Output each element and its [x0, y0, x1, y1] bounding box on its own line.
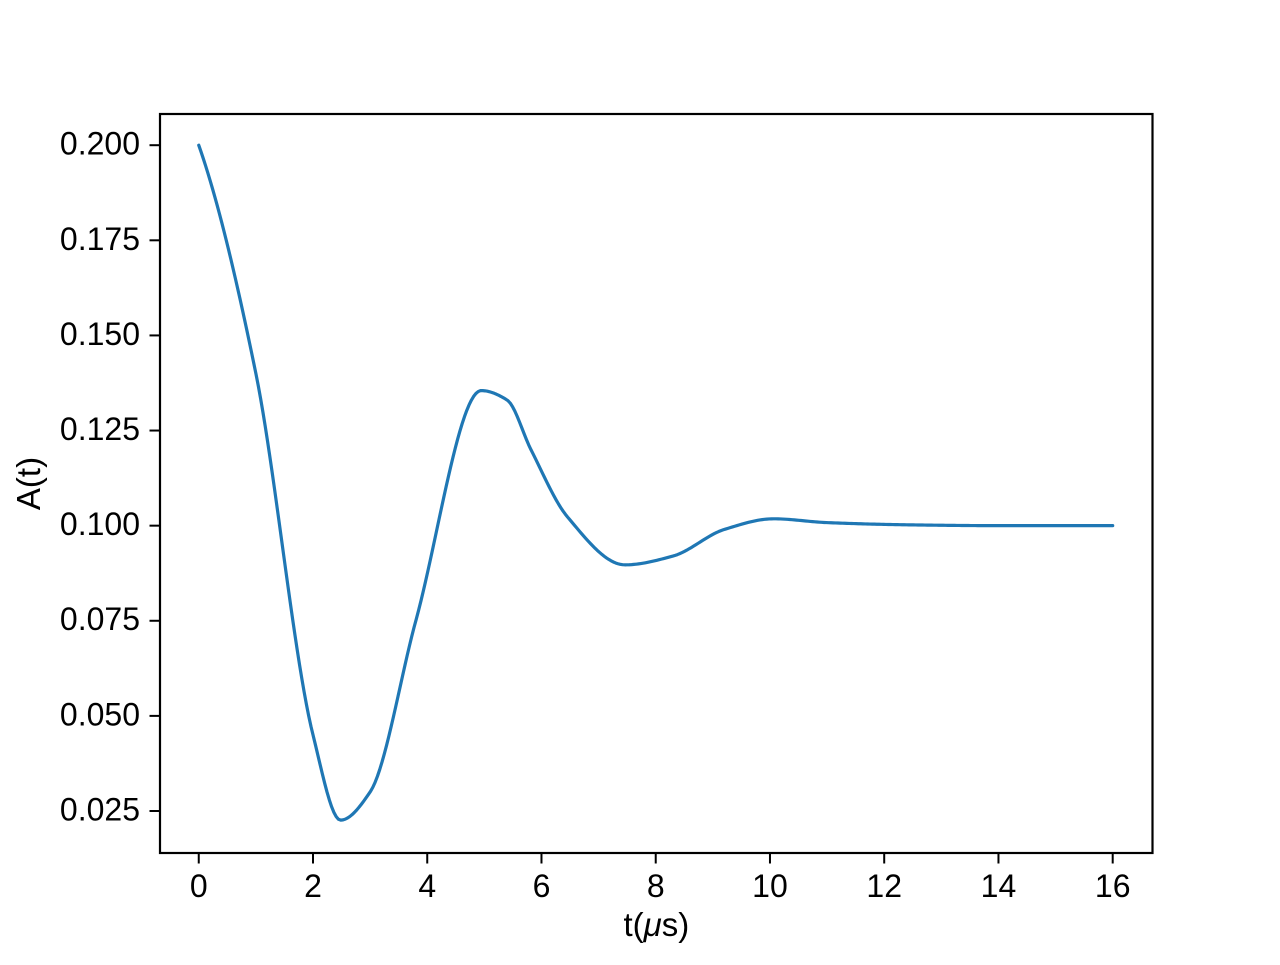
svg-text:0.150: 0.150 [60, 316, 140, 352]
svg-text:A(t): A(t) [10, 457, 47, 510]
svg-text:0.200: 0.200 [60, 126, 140, 162]
svg-text:t(μs): t(μs) [623, 906, 689, 943]
svg-text:6: 6 [533, 868, 551, 904]
svg-text:0.175: 0.175 [60, 221, 140, 257]
svg-text:0.125: 0.125 [60, 411, 140, 447]
svg-text:0.050: 0.050 [60, 696, 140, 732]
svg-text:12: 12 [866, 868, 902, 904]
svg-text:0.075: 0.075 [60, 601, 140, 637]
svg-text:0: 0 [190, 868, 208, 904]
svg-text:8: 8 [647, 868, 665, 904]
svg-text:0.025: 0.025 [60, 791, 140, 827]
svg-text:14: 14 [981, 868, 1017, 904]
svg-text:10: 10 [752, 868, 788, 904]
svg-text:16: 16 [1095, 868, 1131, 904]
svg-text:0.100: 0.100 [60, 506, 140, 542]
svg-text:4: 4 [418, 868, 436, 904]
svg-text:2: 2 [304, 868, 322, 904]
